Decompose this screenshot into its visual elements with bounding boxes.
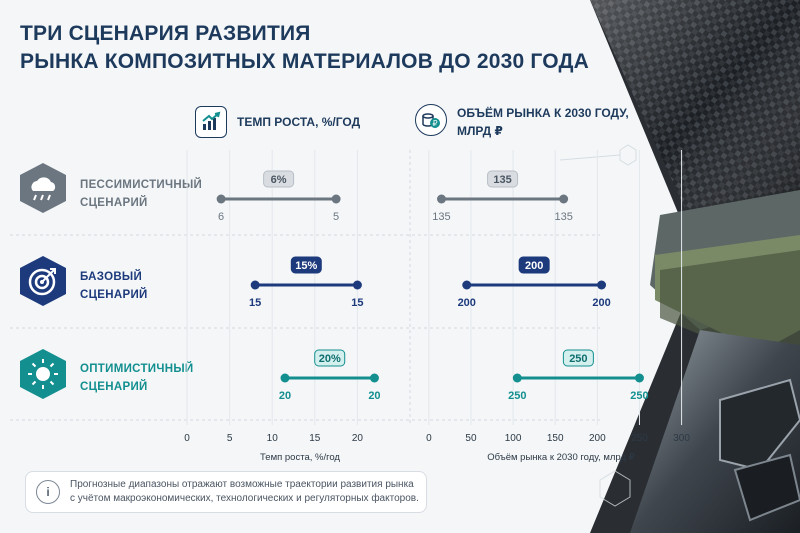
range-badge-label: 15% [295, 260, 317, 272]
range-badge [314, 349, 346, 367]
page-title-line1: ТРИ СЦЕНАРИЯ РАЗВИТИЯ [20, 22, 311, 45]
range-high-label: 200 [592, 297, 610, 309]
range-high-label: 20 [368, 390, 380, 402]
range-high-label: 250 [630, 390, 648, 402]
range-high-label: 5 [333, 211, 339, 223]
coins-ruble-icon: ₽ [415, 104, 447, 136]
range-high-point [634, 373, 644, 383]
range-low-label: 15 [249, 297, 261, 309]
range-low-point [280, 373, 290, 383]
scenario-label-base: БАЗОВЫЙ СЦЕНАРИЙ [80, 268, 148, 304]
range-high-point [331, 194, 341, 204]
scenario-label-base-line1: БАЗОВЫЙ [80, 271, 143, 283]
sun-icon [20, 349, 66, 399]
footnote-text: Прогнозные диапазоны отражают возможные … [70, 478, 419, 506]
range-badge [487, 170, 519, 188]
range-high-point [369, 373, 379, 383]
page-title: ТРИ СЦЕНАРИЯ РАЗВИТИЯ РЫНКА КОМПОЗИТНЫХ … [20, 20, 589, 76]
range-badge [518, 256, 550, 274]
scenario-label-base-line2: СЦЕНАРИЙ [80, 289, 148, 301]
range-low-point [512, 373, 522, 383]
scenario-label-pessimistic-line1: ПЕССИМИСТИЧНЫЙ [80, 179, 203, 191]
range-low-point [462, 280, 472, 290]
svg-text:₽: ₽ [432, 119, 437, 128]
footnote: i Прогнозные диапазоны отражают возможны… [25, 471, 427, 513]
growth-chart-icon [195, 106, 227, 138]
range-badge-label: 20% [319, 353, 341, 365]
range-low-label: 6 [218, 211, 224, 223]
x-axis-label: Объём рынка к 2030 году, млрд ₽ [487, 452, 634, 463]
x-tick-label: 50 [465, 433, 477, 444]
growth-rate-header: ТЕМП РОСТА, %/ГОД [195, 106, 360, 138]
range-low-point [436, 194, 446, 204]
range-low-label: 250 [508, 390, 526, 402]
market-volume-header-line2: МЛРД ₽ [457, 124, 503, 138]
range-badge [562, 349, 594, 367]
x-tick-label: 300 [673, 433, 690, 444]
x-tick-label: 200 [589, 433, 606, 444]
scenario-label-pessimistic-line2: СЦЕНАРИЙ [80, 197, 148, 209]
range-low-label: 200 [458, 297, 476, 309]
range-badge-label: 250 [569, 353, 587, 365]
x-axis-label: Темп роста, %/год [260, 452, 340, 463]
range-low-label: 135 [432, 211, 450, 223]
range-high-label: 135 [554, 211, 572, 223]
x-tick-label: 5 [227, 433, 233, 444]
market-volume-header-label: ОБЪЁМ РЫНКА К 2030 ГОДУ, МЛРД ₽ [457, 104, 629, 140]
x-tick-label: 0 [426, 433, 432, 444]
x-tick-label: 100 [505, 433, 522, 444]
scenario-label-optimistic-line2: СЦЕНАРИЙ [80, 381, 148, 393]
growth-rate-header-label: ТЕМП РОСТА, %/ГОД [237, 115, 361, 129]
range-high-point [352, 280, 362, 290]
cloud-rain-icon [20, 163, 66, 213]
x-tick-label: 20 [352, 433, 364, 444]
range-high-point [597, 280, 607, 290]
scenario-label-pessimistic: ПЕССИМИСТИЧНЫЙ СЦЕНАРИЙ [80, 176, 202, 212]
range-badge-label: 135 [493, 174, 511, 186]
range-badge [263, 170, 295, 188]
range-badge-label: 6% [271, 174, 287, 186]
page-title-line2: РЫНКА КОМПОЗИТНЫХ МАТЕРИАЛОВ ДО 2030 ГОД… [20, 50, 589, 73]
market-volume-header: ₽ ОБЪЁМ РЫНКА К 2030 ГОДУ, МЛРД ₽ [415, 104, 629, 140]
scenario-label-optimistic: ОПТИМИСТИЧНЫЙ СЦЕНАРИЙ [80, 360, 193, 396]
range-high-label: 15 [351, 297, 363, 309]
footnote-line1: Прогнозные диапазоны отражают возможные … [70, 479, 414, 490]
scenario-label-optimistic-line1: ОПТИМИСТИЧНЫЙ [80, 363, 194, 375]
x-tick-label: 150 [547, 433, 564, 444]
range-low-label: 20 [279, 390, 291, 402]
range-high-point [559, 194, 569, 204]
x-tick-label: 15 [309, 433, 321, 444]
range-low-point [250, 280, 260, 290]
target-icon [20, 256, 66, 306]
range-badge [290, 256, 322, 274]
range-badge-label: 200 [525, 260, 543, 272]
footnote-line2: с учётом макроэкономических, технологиче… [70, 493, 419, 504]
range-low-point [216, 194, 226, 204]
info-icon: i [36, 480, 60, 504]
x-tick-label: 0 [184, 433, 190, 444]
market-volume-header-line1: ОБЪЁМ РЫНКА К 2030 ГОДУ, [457, 106, 629, 120]
x-tick-label: 250 [631, 433, 648, 444]
x-tick-label: 10 [267, 433, 279, 444]
